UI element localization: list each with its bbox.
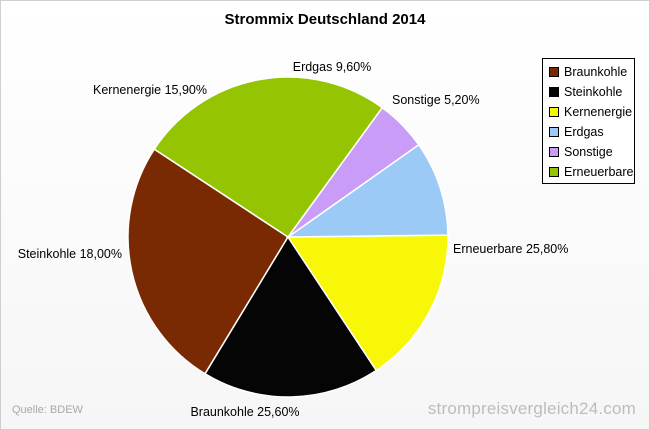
legend-item-sonstige: Sonstige	[549, 142, 634, 162]
data-label-braunkohle: Braunkohle 25,60%	[190, 405, 299, 419]
pie-slice-braunkohle	[127, 148, 290, 375]
data-label-kernenergie: Kernenergie 15,90%	[93, 83, 207, 97]
legend-swatch-steinkohle	[549, 87, 559, 97]
legend-item-erneuerbare: Erneuerbare	[549, 162, 634, 182]
legend-swatch-kernenergie	[549, 107, 559, 117]
watermark: strompreisvergleich24.com	[427, 399, 636, 418]
legend-label: Steinkohle	[564, 85, 623, 99]
legend-label: Kernenergie	[564, 105, 633, 119]
legend: Braunkohle Steinkohle Kernenergie Erdgas…	[542, 58, 635, 184]
legend-swatch-braunkohle	[549, 67, 559, 77]
pie-slice-steinkohle	[204, 235, 378, 398]
legend-label: Erneuerbare	[564, 165, 634, 179]
legend-swatch-erneuerbare	[549, 167, 559, 177]
legend-item-steinkohle: Steinkohle	[549, 82, 634, 102]
legend-item-erdgas: Erdgas	[549, 122, 634, 142]
pie-slice-kernenergie	[286, 234, 449, 372]
data-label-sonstige: Sonstige 5,20%	[392, 93, 480, 107]
legend-swatch-erdgas	[549, 127, 559, 137]
legend-label: Sonstige	[564, 145, 613, 159]
chart-title: Strommix Deutschland 2014	[224, 11, 426, 28]
data-label-erneuerbare: Erneuerbare 25,80%	[453, 242, 568, 256]
legend-item-braunkohle: Braunkohle	[549, 62, 634, 82]
data-label-steinkohle: Steinkohle 18,00%	[18, 247, 122, 261]
legend-label: Erdgas	[564, 125, 604, 139]
legend-swatch-sonstige	[549, 147, 559, 157]
pie-slice-erdgas	[285, 143, 449, 238]
source-note: Quelle: BDEW	[12, 404, 83, 416]
legend-item-kernenergie: Kernenergie	[549, 102, 634, 122]
pie-slice-erneuerbare	[153, 76, 384, 239]
legend-label: Braunkohle	[564, 65, 628, 79]
data-label-erdgas: Erdgas 9,60%	[293, 60, 372, 74]
